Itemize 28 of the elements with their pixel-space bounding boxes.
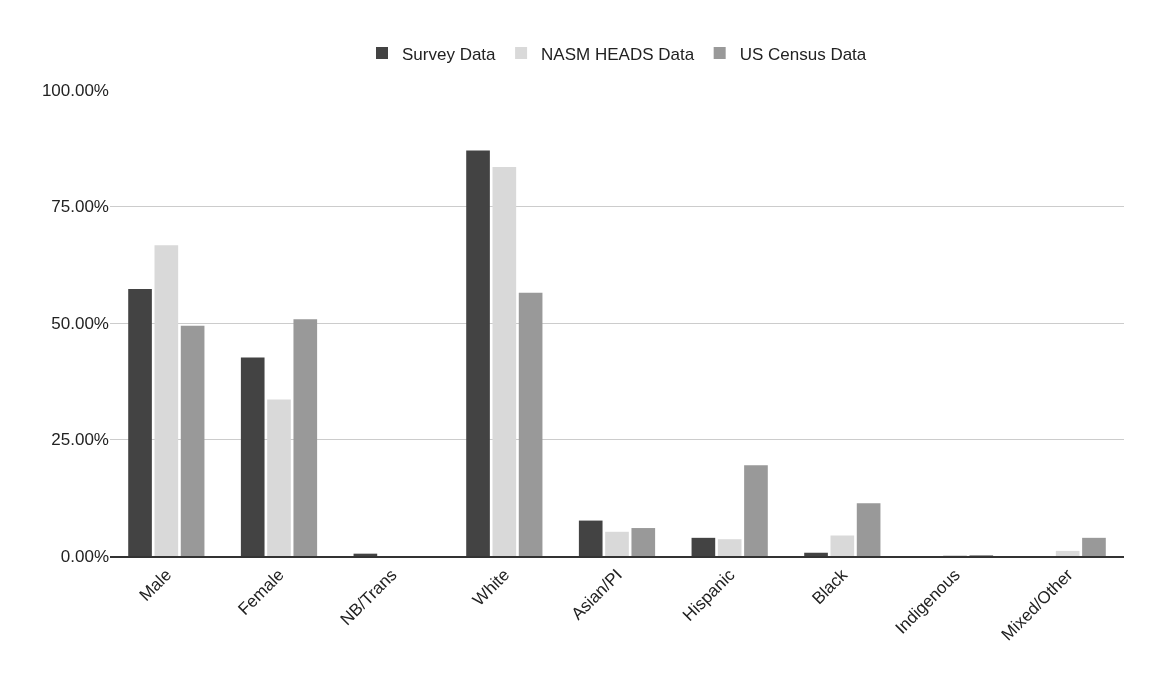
bar xyxy=(856,503,881,556)
bar xyxy=(744,465,768,556)
bar xyxy=(1082,537,1106,556)
bar xyxy=(804,552,828,556)
legend-label: Survey Data xyxy=(402,44,497,64)
bar xyxy=(1055,550,1080,556)
bar xyxy=(830,535,855,556)
bar xyxy=(492,166,517,556)
bar xyxy=(293,319,318,556)
y-tick-label: 0.00% xyxy=(60,546,109,566)
y-tick-label: 25.00% xyxy=(51,430,109,450)
bar xyxy=(154,245,179,556)
bar xyxy=(518,292,543,556)
bar xyxy=(605,531,629,556)
bar xyxy=(717,539,742,556)
bar xyxy=(578,520,603,556)
legend-label: NASM HEADS Data xyxy=(541,44,695,64)
bar xyxy=(240,357,265,556)
bar xyxy=(128,288,152,556)
legend-label: US Census Data xyxy=(739,44,867,64)
y-tick-label: 50.00% xyxy=(51,313,109,333)
bar xyxy=(267,399,291,556)
y-tick-label: 100.00% xyxy=(41,80,109,100)
bar xyxy=(180,325,205,556)
bar xyxy=(631,528,656,556)
bar xyxy=(466,150,490,556)
bar xyxy=(691,537,716,556)
y-tick-label: 75.00% xyxy=(51,197,109,217)
